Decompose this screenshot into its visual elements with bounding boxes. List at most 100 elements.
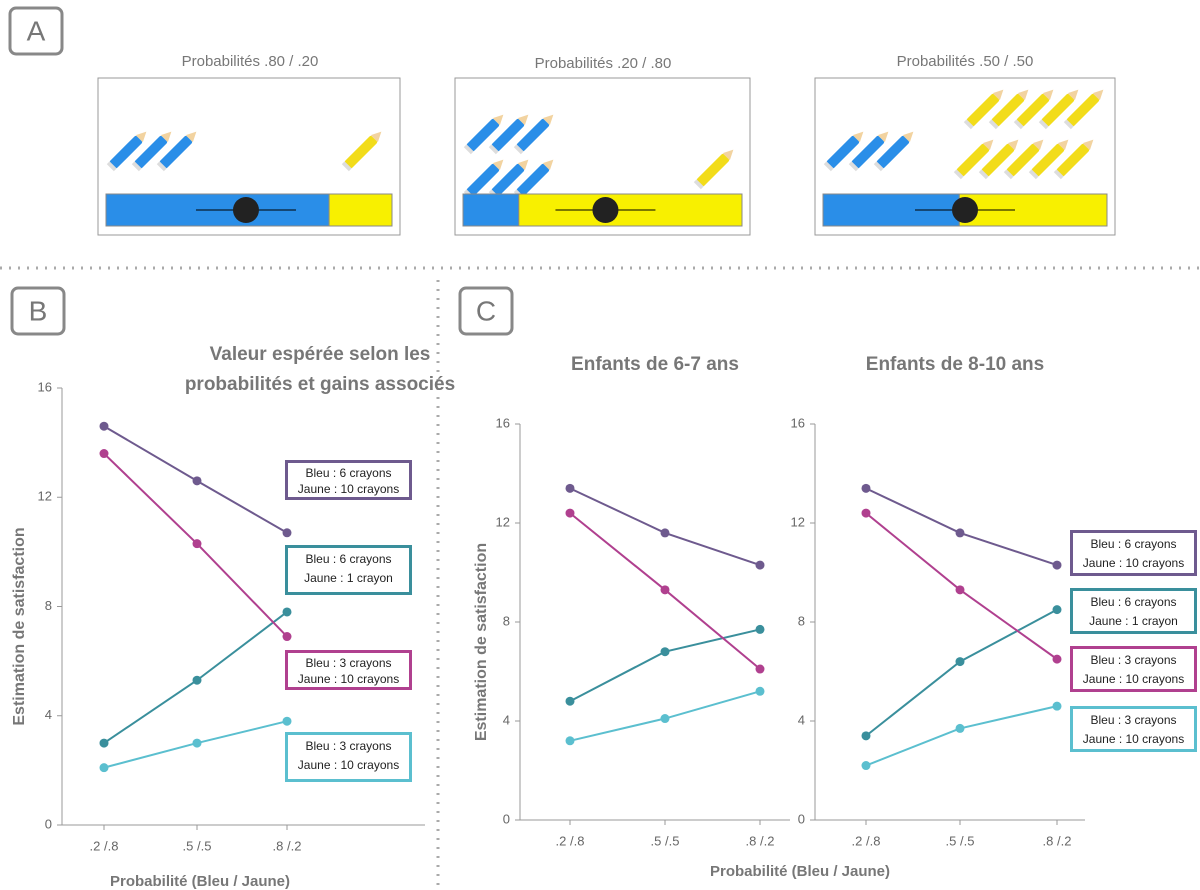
x-tick-label: .5 /.5 [946,833,975,848]
data-point [955,528,965,538]
pencil-end [488,144,499,155]
data-point [192,675,202,685]
data-point [955,657,965,667]
series-line [569,487,761,567]
data-point [955,585,965,595]
y-tick-label: 8 [798,613,805,628]
pencil-body [956,143,990,177]
data-point [660,585,670,595]
pencil-end [1028,169,1039,180]
data-point [565,696,575,706]
pencil-body [981,143,1015,177]
pencil-body [1041,93,1075,127]
data-point [282,607,292,617]
data-point [660,528,670,538]
scenario-title: Probabilités .50 / .50 [897,53,1034,70]
y-axis-label: Estimation de satisfaction [11,527,28,725]
pencil-end [963,119,974,130]
chart-title: Enfants de 8-10 ans [865,354,1045,375]
y-tick-label: 0 [503,811,510,826]
pencil-end [848,161,859,172]
pencil-end [463,144,474,155]
pencil-tip [160,131,172,143]
pencil-body [991,93,1025,127]
legend-entry: Bleu : 6 crayons Jaune : 1 crayon [285,545,412,595]
legend-entry: Bleu : 3 crayons Jaune : 10 crayons [285,650,412,690]
y-tick-label: 12 [791,514,805,529]
series-line [865,608,1058,737]
data-point [1052,654,1062,664]
y-tick-label: 0 [798,811,805,826]
pencil-body [491,163,525,197]
scenarios [97,77,1116,236]
data-point [755,664,765,674]
pencil-body [159,135,193,169]
pencil-body [466,163,500,197]
x-axis-label: Probabilité (Bleu / Jaune) [110,873,290,890]
legend-entry: Bleu : 6 crayons Jaune : 10 crayons [1070,530,1197,576]
legend-entry: Bleu : 3 crayons Jaune : 10 crayons [1070,646,1197,692]
pencil-body [109,135,143,169]
x-tick-label: .8 /.2 [746,833,775,848]
x-tick-label: .2 /.8 [852,833,881,848]
data-point [565,508,575,518]
panel-letters [8,6,514,336]
separators [0,266,1200,890]
legend-entry: Bleu : 6 crayons Jaune : 1 crayon [1070,588,1197,634]
pencil-body [1031,143,1065,177]
slider-knob [952,197,978,223]
pencil-end [693,179,704,190]
data-point [861,508,871,518]
pencil-tip [492,114,504,126]
data-point [282,632,292,642]
pencil-body [1006,143,1040,177]
data-point [755,560,765,570]
slider-knob [592,197,619,223]
panel-letter: A [27,15,46,46]
pencil-end [1038,119,1049,130]
chart-title: Enfants de 6-7 ans [571,354,739,375]
x-tick-label: .5 /.5 [651,833,680,848]
pencil-end [1063,119,1074,130]
pencil [131,131,172,172]
data-point [955,723,965,733]
pencil-end [1003,169,1014,180]
pencil-body [851,135,885,169]
pencil-body [696,153,730,187]
pencil-tip [185,131,197,143]
pencil-end [1013,119,1024,130]
x-axis-label: Probabilité (Bleu / Jaune) [710,863,890,880]
pencil-end [978,169,989,180]
pencil [106,131,147,172]
pencil-tip [135,131,147,143]
slider-blue [462,193,520,227]
data-point [1052,560,1062,570]
x-tick-label: .2 /.8 [556,833,585,848]
y-tick-label: 16 [496,415,510,430]
y-tick-label: 4 [798,712,805,727]
pencil-body [516,118,550,152]
data-point [99,763,109,773]
pencil-body [516,163,550,197]
y-tick-label: 4 [503,712,510,727]
data-point [861,483,871,493]
pencil-end [106,161,117,172]
pencil-end [341,161,352,172]
y-axis-label: Estimation de satisfaction [473,543,490,741]
panel-letter: B [29,295,48,326]
data-point [755,686,765,696]
data-point [282,528,292,538]
y-tick-label: 12 [38,489,52,504]
pencil-end [131,161,142,172]
pencil-tip [492,159,504,171]
data-point [282,716,292,726]
x-tick-label: .5 /.5 [183,838,212,853]
pencil-body [344,135,378,169]
pencil-end [988,119,999,130]
series-line [569,628,761,703]
series-line [865,705,1058,767]
pencil [341,131,382,172]
pencil-body [1066,93,1100,127]
